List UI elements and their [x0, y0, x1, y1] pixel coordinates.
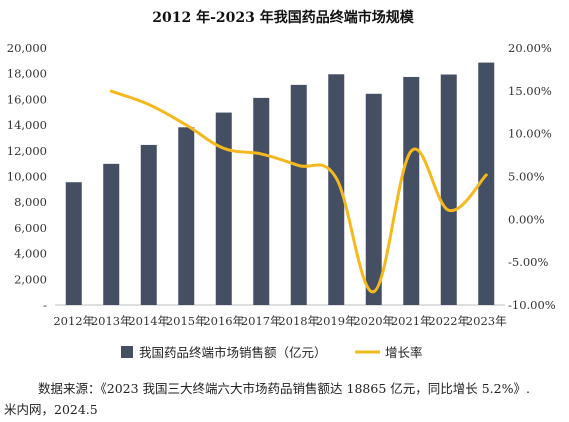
right-tick-label: -10.00%	[508, 298, 556, 312]
bar	[440, 74, 457, 305]
left-tick-label: 4,000	[14, 247, 47, 261]
left-tick-label: 2,000	[14, 272, 47, 286]
left-tick-label: 6,000	[14, 221, 47, 235]
left-tick-label: 10,000	[7, 170, 47, 184]
bar	[215, 112, 232, 305]
right-tick-label: 0.00%	[508, 212, 545, 226]
x-tick-label: 2013年	[91, 314, 132, 328]
left-tick-label: 20,000	[7, 41, 47, 55]
x-axis-labels: 2012年2013年2014年2015年2016年2017年2018年2019年…	[53, 314, 506, 328]
left-tick-label: 16,000	[7, 92, 47, 106]
right-tick-label: -5.00%	[508, 255, 548, 269]
source-line-2: 米内网，2024.5	[4, 402, 98, 417]
left-tick-label: 14,000	[7, 118, 47, 132]
bar	[365, 93, 382, 306]
bar	[65, 182, 82, 305]
x-tick-label: 2016年	[203, 314, 244, 328]
right-tick-label: 15.00%	[508, 84, 552, 98]
chart: 2012 年-2023 年我国药品终端市场规模 - 2,000 4,000 6,000…	[7, 9, 556, 360]
x-tick-label: 2018年	[278, 314, 319, 328]
x-tick-label: 2020年	[353, 314, 394, 328]
left-axis: - 2,000 4,000 6,000 8,000 10,000 12,000 14,000 1…	[7, 41, 47, 312]
chart-title: 2012 年-2023 年我国药品终端市场规模	[152, 9, 414, 26]
right-axis: -10.00% -5.00% 0.00% 5.00% 10.00% 15.00% 20.00…	[508, 41, 556, 312]
x-tick-label: 2021年	[391, 314, 432, 328]
legend-line-label: 增长率	[385, 345, 423, 360]
bar	[328, 74, 345, 305]
bar-series	[65, 62, 495, 306]
x-tick-label: 2014年	[128, 314, 169, 328]
right-tick-label: 10.00%	[508, 127, 552, 141]
bar	[178, 127, 195, 305]
bar	[103, 163, 120, 305]
bar	[253, 97, 270, 305]
bar	[478, 62, 495, 306]
legend: 我国药品终端市场销售额（亿元） 增长率	[121, 345, 423, 360]
x-tick-label: 2017年	[241, 314, 282, 328]
right-tick-label: 5.00%	[508, 170, 545, 184]
bar	[403, 76, 420, 305]
legend-bar-label: 我国药品终端市场销售额（亿元）	[139, 345, 327, 360]
left-tick-label: 18,000	[7, 67, 47, 81]
x-tick-label: 2022年	[428, 314, 469, 328]
right-tick-label: 20.00%	[508, 41, 552, 55]
x-tick-label: 2023年	[466, 314, 507, 328]
growth-rate-line	[109, 89, 488, 294]
left-tick-label: 8,000	[14, 195, 47, 209]
bar	[290, 84, 307, 305]
left-tick-label: 12,000	[7, 144, 47, 158]
source-note: 数据来源：《2023 我国三大终端六大市场药品销售额达 18865 亿元，同比增…	[4, 378, 566, 420]
left-tick-label: -	[43, 298, 47, 312]
legend-bar-swatch	[121, 346, 133, 358]
x-tick-label: 2012年	[53, 314, 94, 328]
source-line-1: 数据来源：《2023 我国三大终端六大市场药品销售额达 18865 亿元，同比增…	[38, 381, 530, 396]
x-tick-label: 2015年	[166, 314, 207, 328]
x-tick-label: 2019年	[316, 314, 357, 328]
bar	[140, 144, 157, 305]
